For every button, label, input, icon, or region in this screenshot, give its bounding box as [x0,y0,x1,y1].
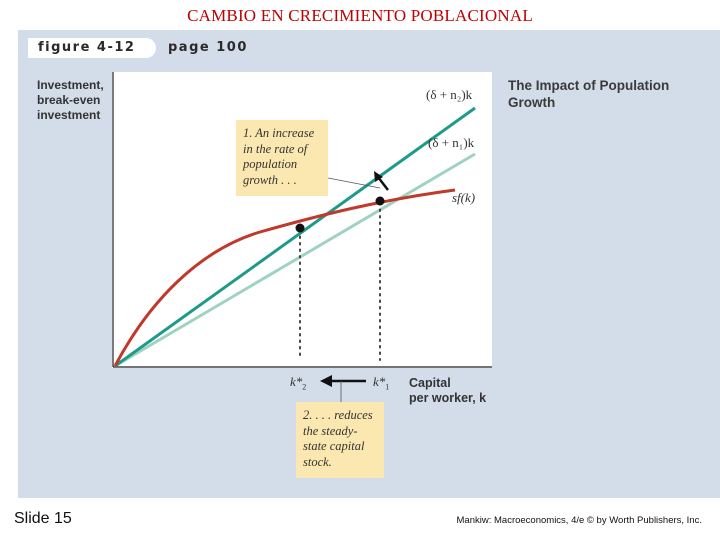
line-n2 [114,106,476,368]
steady-state-point-2 [295,223,305,233]
callout-increase-population-growth: 1. An increase in the rate of population… [236,120,328,196]
callout-leader [327,177,381,189]
x-axis-label-line2: per worker, k [409,391,487,405]
k2-star-text: k* [290,374,303,389]
figure-tab: figure 4-12 [28,38,156,58]
x-axis-label: Capital per worker, k [409,376,486,406]
k1-star-sub: 1 [385,382,390,392]
shift-arrow [377,176,389,191]
label-sf-curve: sf(k) [452,190,476,205]
page-label: page 100 [168,40,248,55]
k1-star-label: k*1 [373,374,389,392]
sf-curve [113,188,456,367]
slide-title: CAMBIO EN CRECIMIENTO POBLACIONAL [187,6,533,25]
slide-credit: Mankiw: Macroeconomics, 4/e © by Worth P… [456,515,702,526]
figure-side-title: The Impact of Population Growth [508,78,670,110]
k2-star-label: k*2 [290,374,306,392]
x-axis-label-line1: Capital [409,376,451,390]
label-line-n2: (δ + n₂)k [426,87,473,102]
slide-number: Slide 15 [14,510,72,527]
line-n1 [114,152,476,368]
steady-state-point-1 [375,196,385,206]
shift-arrow-head [374,171,383,182]
y-axis-label: Investment, break-even investment [37,78,104,122]
k-shift-arrow-head [320,375,332,387]
k2-star-sub: 2 [302,382,307,392]
k1-star-text: k* [373,374,386,389]
label-line-n1: (δ + n₁)k [428,135,475,150]
callout-reduces-capital: 2. . . . reduces the steady-state capita… [296,402,384,478]
